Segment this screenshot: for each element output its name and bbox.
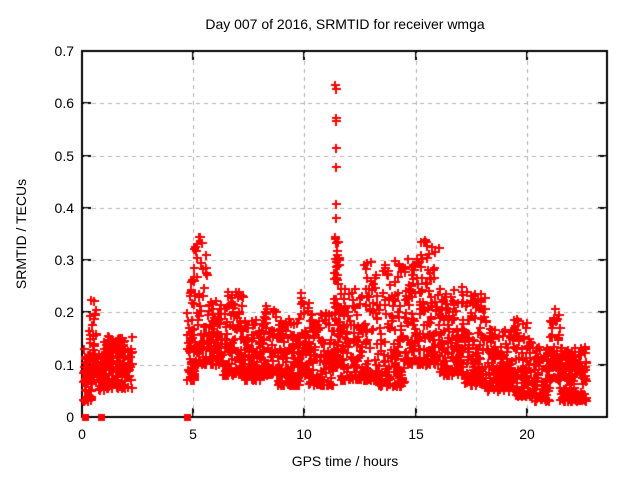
y-tick-label: 0.5 <box>54 148 74 164</box>
x-tick-label: 10 <box>296 426 312 442</box>
y-tick-label: 0.7 <box>54 43 74 59</box>
y-tick-label: 0.6 <box>54 95 74 111</box>
y-tick-label: 0 <box>66 409 74 425</box>
y-tick-label: 0.2 <box>54 304 74 320</box>
x-tick-label: 5 <box>189 426 197 442</box>
x-axis-label: GPS time / hours <box>291 453 399 469</box>
x-tick-label: 0 <box>78 426 86 442</box>
y-tick-label: 0.4 <box>54 200 74 216</box>
y-tick-label: 0.3 <box>54 252 74 268</box>
y-axis-label: SRMTID / TECUs <box>13 178 29 290</box>
x-tick-label: 20 <box>519 426 535 442</box>
y-tick-label: 0.1 <box>54 357 74 373</box>
x-tick-label: 15 <box>408 426 424 442</box>
chart-title: Day 007 of 2016, SRMTID for receiver wmg… <box>205 16 485 32</box>
